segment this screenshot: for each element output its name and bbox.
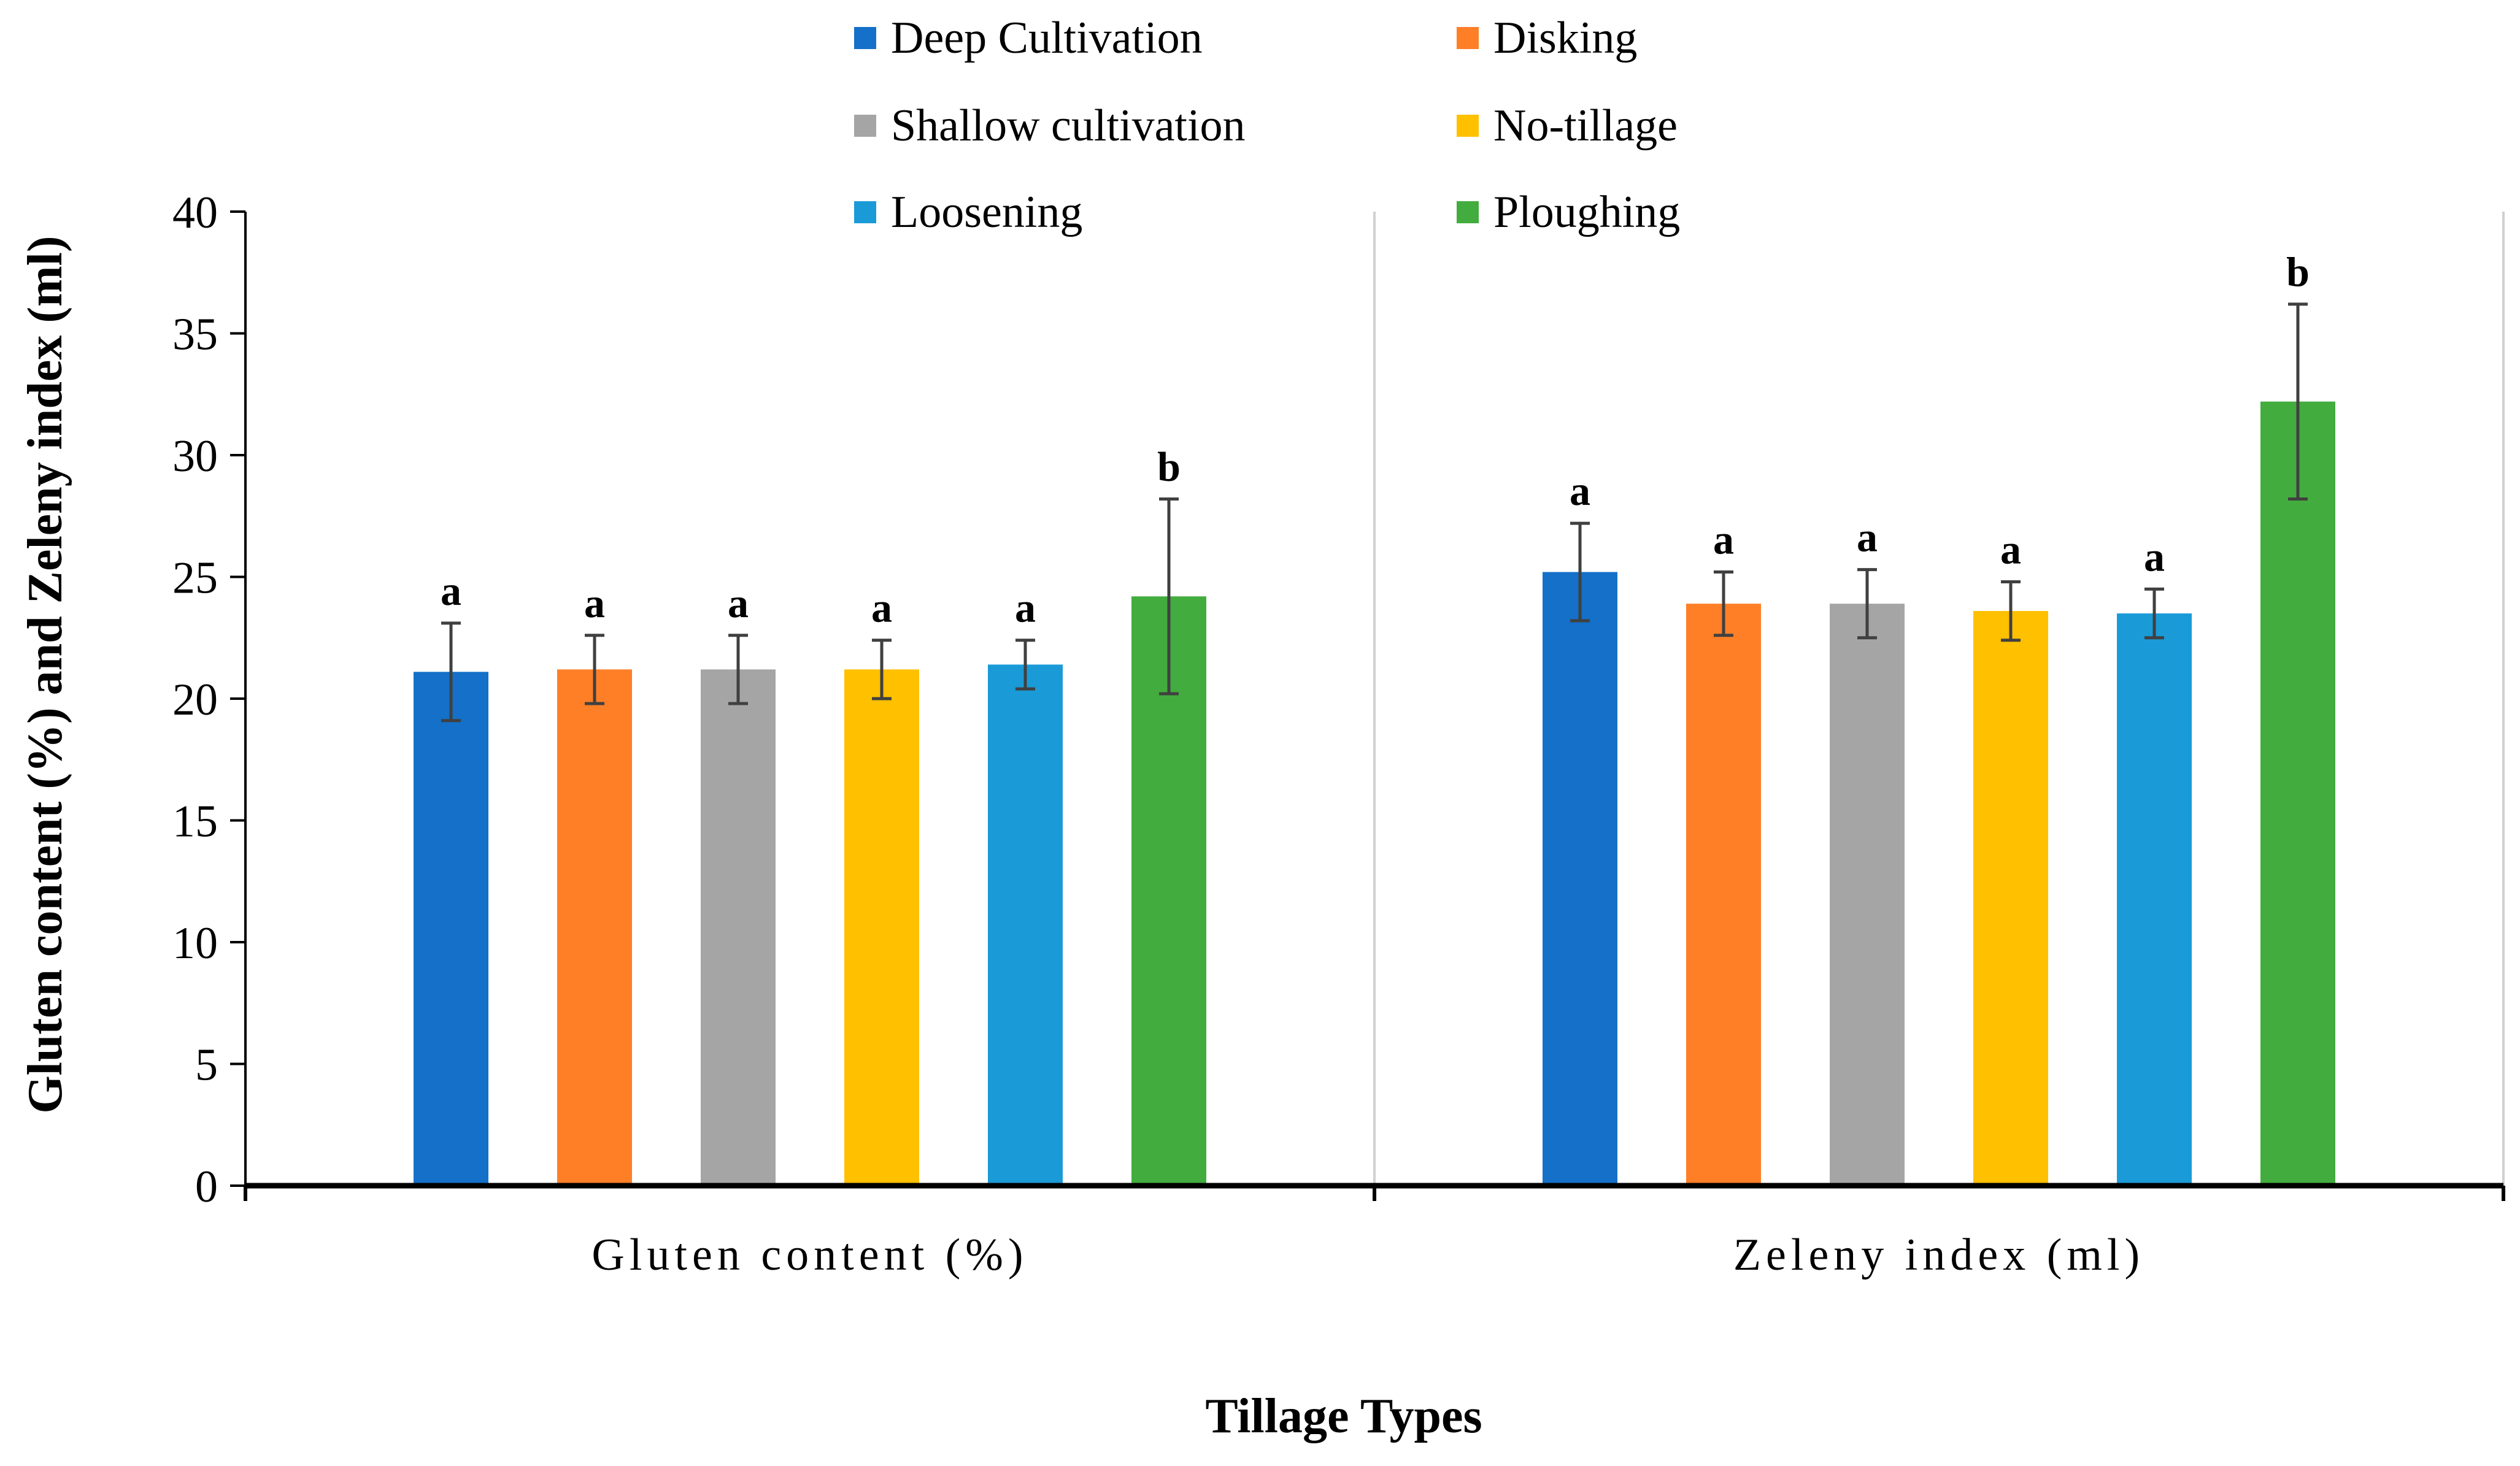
- y-tick-label: 35: [172, 310, 218, 360]
- y-tick-label: 25: [172, 553, 218, 604]
- bar-deep-cultivation: [1543, 572, 1617, 1186]
- y-tick-label: 30: [172, 431, 218, 482]
- bar-disking: [1686, 604, 1761, 1186]
- significance-letter: a: [2000, 526, 2021, 572]
- x-category-label: Gluten content (%): [591, 1230, 1028, 1280]
- y-tick-label: 10: [172, 918, 218, 969]
- significance-letter: a: [1713, 516, 1734, 563]
- bar-loosening: [2117, 613, 2192, 1186]
- legend-swatch-shallow-cultivation: [854, 115, 876, 137]
- significance-letter: a: [441, 567, 461, 614]
- bar-shallow-cultivation: [701, 669, 776, 1186]
- significance-letter: a: [584, 580, 605, 626]
- y-tick-label: 40: [172, 188, 218, 238]
- legend-label-disking: Disking: [1493, 13, 1637, 63]
- significance-letter: a: [1857, 514, 1878, 561]
- y-tick-label: 0: [195, 1162, 218, 1212]
- legend-label-loosening: Loosening: [891, 187, 1082, 237]
- legend-swatch-disking: [1457, 27, 1479, 49]
- bar-no-tillage: [1973, 611, 2048, 1186]
- legend-swatch-ploughing: [1457, 201, 1479, 223]
- bar-loosening: [988, 664, 1063, 1186]
- x-axis-title: Tillage Types: [1205, 1389, 1482, 1443]
- category-separators: [1373, 212, 2505, 1186]
- significance-letter: b: [1157, 443, 1181, 489]
- legend-label-no-tillage: No-tillage: [1493, 101, 1678, 151]
- significance-letter: a: [2144, 533, 2165, 580]
- x-category-label: Zeleny index (ml): [1733, 1230, 2144, 1280]
- significance-letter: a: [1570, 467, 1590, 514]
- legend-label-ploughing: Ploughing: [1493, 187, 1680, 237]
- y-tick-label: 5: [195, 1040, 218, 1091]
- bar-no-tillage: [844, 669, 919, 1186]
- y-tick-label: 15: [172, 797, 218, 847]
- legend-label-deep-cultivation: Deep Cultivation: [891, 13, 1203, 63]
- y-axis-title: Gluten content (%) and Zeleny index (ml): [18, 236, 72, 1113]
- significance-letter: a: [728, 580, 749, 626]
- legend-swatch-deep-cultivation: [854, 27, 876, 49]
- bar-shallow-cultivation: [1830, 604, 1905, 1186]
- x-axis: Gluten content (%) Zeleny index (ml): [244, 1183, 2505, 1280]
- legend: Deep Cultivation Disking Shallow cultivati…: [854, 13, 1680, 237]
- legend-swatch-no-tillage: [1457, 115, 1479, 137]
- bar-deep-cultivation: [414, 672, 488, 1186]
- legend-label-shallow-cultivation: Shallow cultivation: [891, 101, 1246, 151]
- bar-series-group: a a a a a a a a a a b b: [414, 248, 2335, 1186]
- significance-letter: a: [871, 585, 892, 631]
- significance-letter: b: [2286, 248, 2310, 295]
- bar-ploughing: [2260, 401, 2335, 1186]
- bar-disking: [557, 669, 632, 1186]
- significance-letter: a: [1015, 585, 1036, 631]
- legend-swatch-loosening: [854, 201, 876, 223]
- y-axis: 0 5 10 15 20 25 30 35 40: [172, 188, 247, 1212]
- y-tick-label: 20: [172, 675, 218, 725]
